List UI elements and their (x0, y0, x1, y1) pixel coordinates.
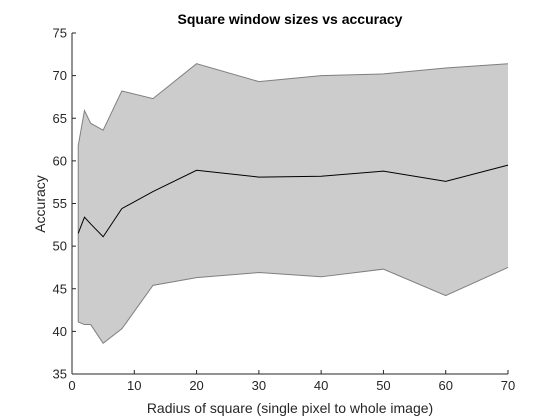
upper-bound-line (77, 63, 509, 146)
y-tick-label: 50 (53, 239, 67, 254)
x-tick-label: 60 (438, 378, 452, 393)
y-tick-label: 75 (53, 26, 67, 41)
y-axis-label: Accuracy (32, 175, 48, 233)
y-tick-label: 35 (53, 367, 67, 382)
line-layer (77, 164, 509, 238)
y-tick-label: 40 (53, 324, 67, 339)
x-tick-label: 0 (68, 378, 75, 393)
mean-accuracy-line (77, 164, 509, 238)
y-tick-label: 60 (53, 153, 67, 168)
y-tick-label: 45 (53, 281, 67, 296)
y-tick-label: 70 (53, 68, 67, 83)
y-tick-label: 55 (53, 196, 67, 211)
band-layer (77, 63, 509, 345)
chart-title: Square window sizes vs accuracy (178, 11, 403, 27)
x-tick-label: 30 (252, 378, 266, 393)
x-tick-label: 70 (501, 378, 515, 393)
x-tick-label: 50 (376, 378, 390, 393)
x-tick-label: 20 (189, 378, 203, 393)
x-tick-label: 10 (127, 378, 141, 393)
lower-bound-line (78, 266, 509, 345)
y-tick-label: 65 (53, 111, 67, 126)
accuracy-range-band (78, 63, 508, 344)
x-axis-label: Radius of square (single pixel to whole … (147, 400, 433, 416)
ticks: 0 10 20 30 40 50 60 70 35 40 45 50 55 60 65 70 75 (53, 26, 516, 394)
x-tick-label: 40 (314, 378, 328, 393)
